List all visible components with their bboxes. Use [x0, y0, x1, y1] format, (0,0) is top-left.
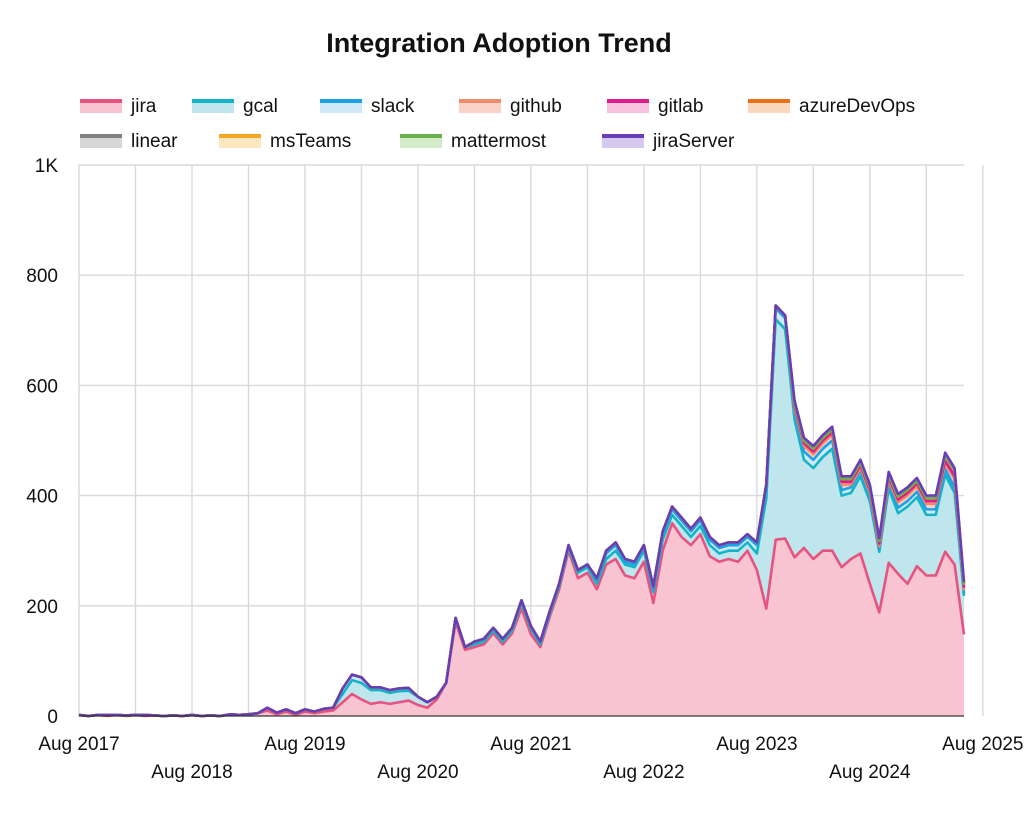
x-tick-label-4: Aug 2021 [490, 734, 571, 755]
y-tick-label-3: 600 [26, 376, 58, 397]
legend-item-azureDevOps[interactable]: azureDevOps [748, 96, 915, 117]
legend-label-mattermost: mattermost [451, 131, 547, 152]
legend-label-slack: slack [371, 96, 415, 117]
legend-swatch-slack [320, 101, 362, 113]
legend-item-linear[interactable]: linear [80, 131, 178, 152]
chart-title: Integration Adoption Trend [326, 28, 671, 58]
legend-swatch-github [459, 101, 501, 113]
legend-swatch-azureDevOps [748, 101, 790, 113]
legend: jira gcal slack github gitlab azureDevOps line… [80, 96, 915, 152]
x-tick-label-2: Aug 2019 [264, 734, 345, 755]
y-tick-label-1: 200 [26, 597, 58, 618]
legend-item-msTeams[interactable]: msTeams [219, 131, 351, 152]
legend-item-mattermost[interactable]: mattermost [400, 131, 547, 152]
series-lines [78, 304, 966, 718]
legend-label-gitlab: gitlab [658, 96, 703, 117]
gridlines [78, 164, 984, 716]
legend-item-gcal[interactable]: gcal [192, 96, 278, 117]
legend-item-slack[interactable]: slack [320, 96, 415, 117]
legend-swatch-gitlab [607, 101, 649, 113]
area-jira [79, 523, 964, 716]
x-tick-label-6: Aug 2023 [716, 734, 797, 755]
legend-swatch-msTeams [219, 136, 261, 148]
legend-swatch-gcal [192, 101, 234, 113]
y-axis: 0 200 400 600 800 1K [26, 156, 58, 728]
line-jiraServer [78, 304, 966, 718]
legend-label-gcal: gcal [243, 96, 278, 117]
legend-item-gitlab[interactable]: gitlab [607, 96, 703, 117]
legend-swatch-mattermost [400, 136, 442, 148]
legend-item-jiraServer[interactable]: jiraServer [602, 131, 735, 152]
legend-swatch-linear [80, 136, 122, 148]
legend-swatch-jiraServer [602, 136, 644, 148]
stacked-areas [79, 305, 964, 716]
legend-label-azureDevOps: azureDevOps [799, 96, 915, 117]
x-tick-label-8: Aug 2025 [942, 734, 1023, 755]
area-gcal [79, 319, 964, 716]
x-axis: Aug 2017 Aug 2018 Aug 2019 Aug 2020 Aug 2021… [38, 734, 1023, 783]
legend-label-github: github [510, 96, 562, 117]
legend-label-jiraServer: jiraServer [652, 131, 735, 152]
legend-item-jira[interactable]: jira [80, 96, 157, 117]
y-tick-label-2: 400 [26, 487, 58, 508]
x-tick-label-0: Aug 2017 [38, 734, 119, 755]
legend-item-github[interactable]: github [459, 96, 562, 117]
x-tick-label-7: Aug 2024 [829, 762, 911, 783]
y-tick-label-4: 800 [26, 266, 58, 287]
x-tick-label-3: Aug 2020 [377, 762, 458, 783]
y-tick-label-5: 1K [35, 156, 59, 177]
legend-label-jira: jira [130, 96, 157, 117]
legend-label-msTeams: msTeams [270, 131, 351, 152]
x-tick-label-5: Aug 2022 [603, 762, 684, 783]
legend-label-linear: linear [131, 131, 178, 152]
x-tick-label-1: Aug 2018 [151, 762, 232, 783]
y-tick-label-0: 0 [47, 707, 58, 728]
legend-swatch-jira [80, 101, 122, 113]
